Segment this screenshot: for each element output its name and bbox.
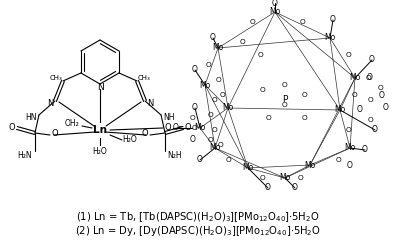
Text: O: O bbox=[367, 117, 373, 123]
Text: P: P bbox=[282, 95, 287, 105]
Text: O: O bbox=[142, 128, 148, 138]
Text: O: O bbox=[197, 155, 203, 165]
Text: O: O bbox=[379, 91, 385, 99]
Text: Mo: Mo bbox=[242, 164, 253, 172]
Text: O: O bbox=[297, 175, 303, 181]
Text: O: O bbox=[302, 115, 308, 121]
Text: O: O bbox=[347, 160, 353, 169]
Text: O: O bbox=[369, 56, 375, 64]
Text: Mo: Mo bbox=[269, 7, 281, 16]
Text: Mo: Mo bbox=[212, 44, 224, 52]
Text: H₂O: H₂O bbox=[123, 136, 137, 144]
Text: O: O bbox=[299, 19, 305, 25]
Text: O: O bbox=[345, 52, 351, 58]
Text: CH₃: CH₃ bbox=[138, 75, 150, 81]
Text: NH: NH bbox=[163, 112, 175, 122]
Text: O: O bbox=[265, 115, 271, 121]
Text: O: O bbox=[165, 123, 171, 133]
Text: Mo: Mo bbox=[194, 123, 206, 133]
Text: Mo: Mo bbox=[324, 33, 336, 43]
Text: O: O bbox=[272, 0, 278, 7]
Text: O: O bbox=[257, 52, 263, 58]
Text: OH₂: OH₂ bbox=[65, 120, 79, 128]
Text: O: O bbox=[377, 85, 383, 91]
Text: O: O bbox=[192, 125, 198, 131]
Text: O: O bbox=[207, 112, 213, 118]
Text: Mo: Mo bbox=[345, 143, 356, 153]
Text: O: O bbox=[282, 102, 288, 108]
Text: O: O bbox=[192, 104, 198, 112]
Text: CH₃: CH₃ bbox=[50, 75, 62, 81]
Text: N: N bbox=[47, 98, 53, 108]
Text: O: O bbox=[217, 142, 223, 148]
Text: Mo: Mo bbox=[279, 173, 291, 183]
Text: O: O bbox=[212, 127, 218, 133]
Text: Mo: Mo bbox=[209, 143, 221, 153]
Text: O: O bbox=[352, 92, 358, 98]
Text: O: O bbox=[215, 77, 221, 83]
Text: O: O bbox=[9, 123, 15, 133]
Text: O: O bbox=[240, 39, 246, 45]
Text: O: O bbox=[207, 137, 213, 143]
Text: O=: O= bbox=[173, 123, 185, 133]
Text: O: O bbox=[192, 65, 198, 75]
Text: O: O bbox=[282, 82, 288, 88]
Text: Mo: Mo bbox=[334, 106, 346, 114]
Text: O: O bbox=[292, 184, 298, 193]
Text: H₂O: H₂O bbox=[93, 148, 107, 156]
Text: Mo: Mo bbox=[305, 160, 316, 169]
Text: O: O bbox=[362, 145, 368, 154]
Text: HN: HN bbox=[25, 112, 37, 122]
Text: O: O bbox=[219, 92, 225, 98]
Text: O: O bbox=[225, 157, 231, 163]
Text: O: O bbox=[189, 115, 195, 121]
Text: Mo: Mo bbox=[199, 80, 211, 90]
Text: O: O bbox=[51, 128, 58, 138]
Text: O: O bbox=[335, 157, 341, 163]
Text: Mo: Mo bbox=[349, 74, 361, 82]
Text: O: O bbox=[265, 184, 271, 193]
Text: (1) Ln = Tb, [Tb(DAPSC)(H$_2$O)$_3$][PMo$_{12}$O$_{40}$]$\cdot$5H$_2$O: (1) Ln = Tb, [Tb(DAPSC)(H$_2$O)$_3$][PMo… bbox=[76, 210, 320, 224]
Text: O: O bbox=[210, 33, 216, 43]
Text: (2) Ln = Dy, [Dy(DAPSC)(H$_2$O)$_3$][PMo$_{12}$O$_{40}$]$\cdot$5H$_2$O: (2) Ln = Dy, [Dy(DAPSC)(H$_2$O)$_3$][PMo… bbox=[75, 224, 321, 238]
Text: O: O bbox=[345, 127, 351, 133]
Text: O: O bbox=[372, 125, 378, 135]
Text: O: O bbox=[302, 92, 308, 98]
Text: O: O bbox=[205, 62, 211, 68]
Text: O: O bbox=[357, 106, 363, 114]
Text: O: O bbox=[249, 19, 255, 25]
Text: Mo: Mo bbox=[223, 104, 234, 112]
Text: O: O bbox=[383, 104, 389, 112]
Text: O: O bbox=[367, 97, 373, 103]
Text: O: O bbox=[212, 97, 218, 103]
Text: Ln: Ln bbox=[93, 125, 107, 135]
Text: O: O bbox=[367, 74, 373, 82]
Text: O: O bbox=[365, 75, 371, 81]
Text: N₂H: N₂H bbox=[168, 151, 183, 159]
Text: O: O bbox=[330, 15, 336, 25]
Text: H₂N: H₂N bbox=[18, 151, 32, 159]
Text: O: O bbox=[190, 136, 196, 144]
Text: O: O bbox=[259, 87, 265, 93]
Text: O: O bbox=[185, 123, 191, 133]
Text: O: O bbox=[259, 175, 265, 181]
Text: N: N bbox=[97, 82, 103, 92]
Text: N: N bbox=[147, 98, 153, 108]
